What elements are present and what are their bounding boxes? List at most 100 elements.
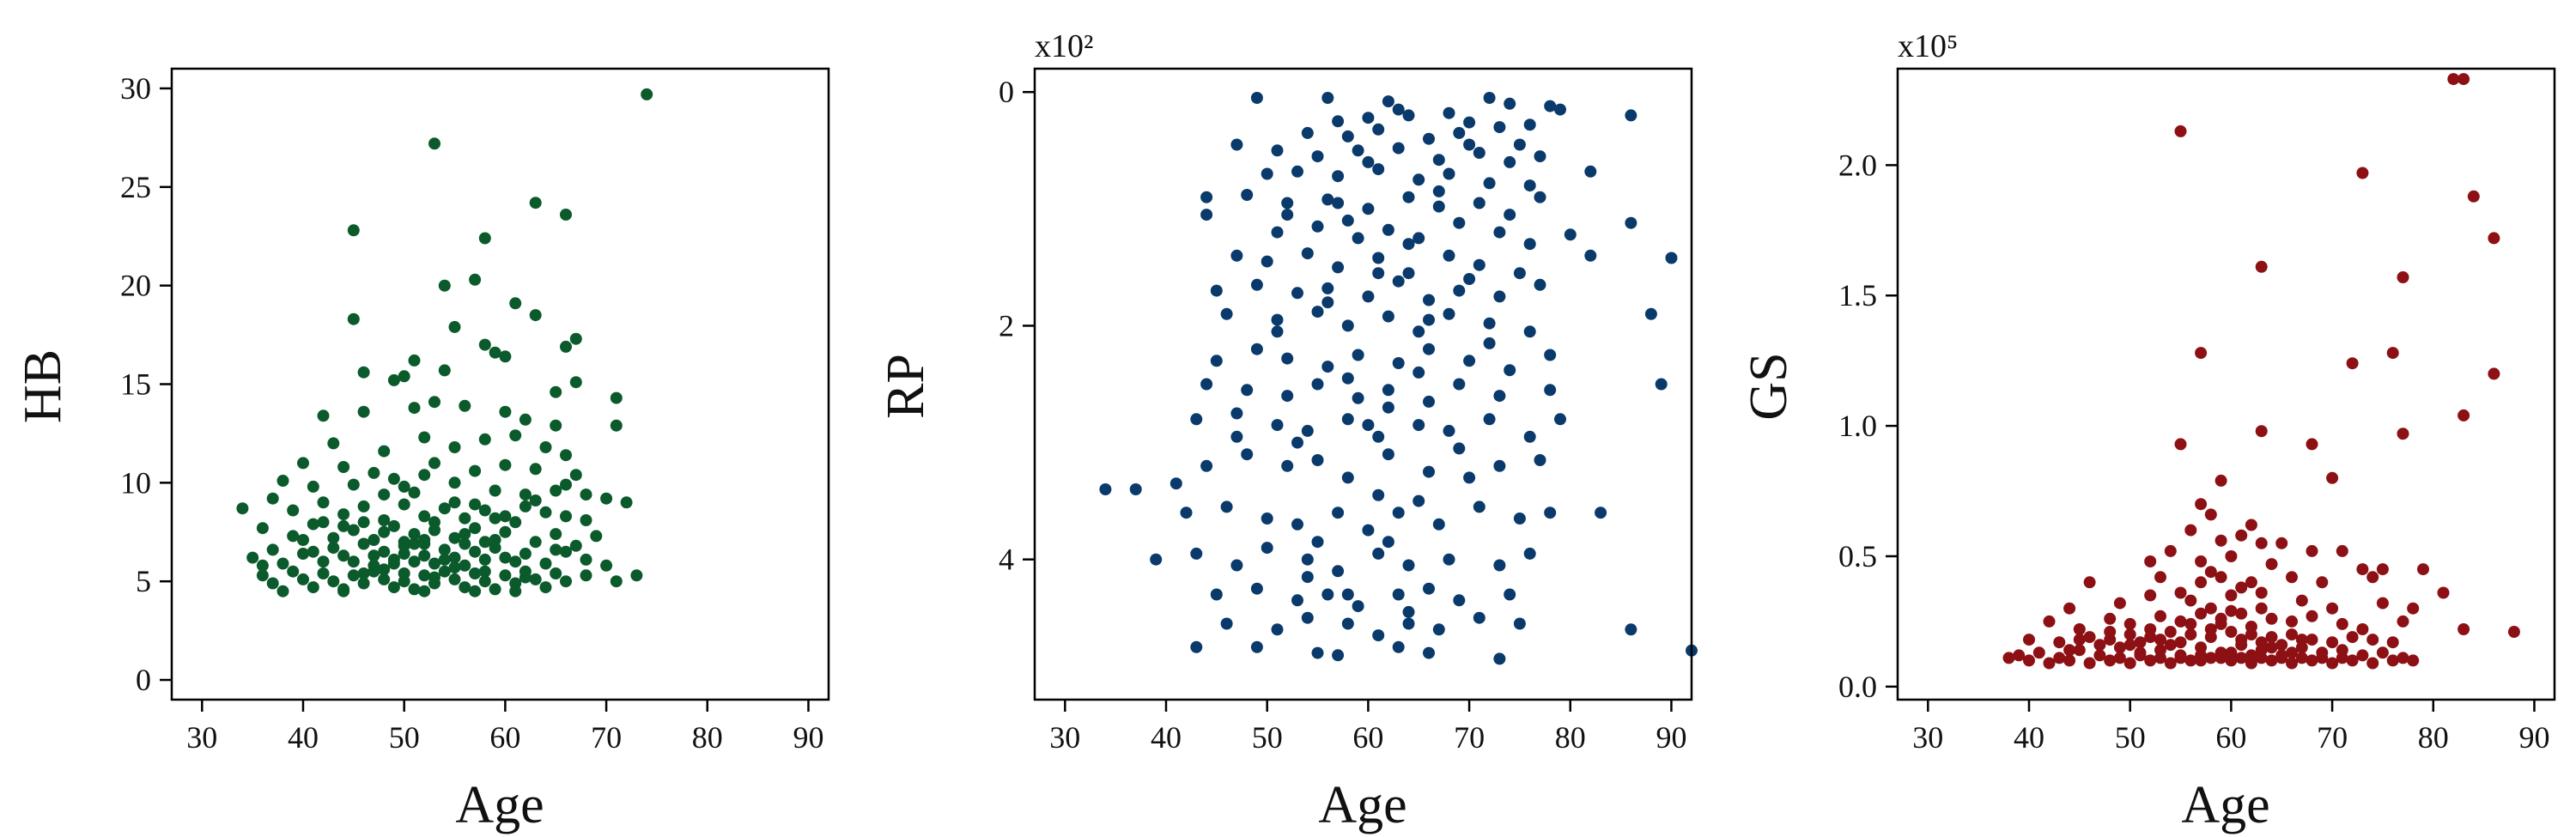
- data-point: [459, 559, 471, 572]
- data-point: [307, 545, 319, 558]
- data-point: [509, 516, 522, 529]
- data-point: [2174, 652, 2187, 664]
- data-point: [1443, 106, 1455, 119]
- data-point: [1210, 355, 1223, 367]
- data-point: [2397, 428, 2409, 440]
- data-point: [2488, 232, 2500, 245]
- data-point: [368, 534, 380, 546]
- data-point: [297, 534, 309, 546]
- data-point: [1362, 419, 1375, 432]
- data-point: [448, 441, 461, 453]
- data-point: [2225, 646, 2238, 659]
- data-point: [1513, 617, 1526, 630]
- data-point: [428, 516, 440, 529]
- data-point: [2174, 636, 2187, 649]
- data-point: [317, 516, 330, 529]
- data-point: [550, 528, 562, 541]
- data-point: [569, 469, 582, 482]
- data-point: [448, 476, 461, 489]
- data-point: [2184, 594, 2197, 607]
- y-axis-title: HB: [14, 349, 72, 423]
- data-point: [2326, 636, 2339, 649]
- data-point: [2336, 652, 2348, 664]
- data-point: [2195, 654, 2208, 667]
- data-point: [347, 569, 360, 582]
- data-point: [1321, 92, 1334, 104]
- data-point: [2245, 576, 2257, 589]
- data-point: [387, 519, 400, 532]
- data-point: [327, 575, 340, 588]
- data-point: [1341, 372, 1354, 385]
- data-point: [1352, 232, 1364, 245]
- x-tick-label: 80: [692, 720, 723, 755]
- data-point: [1321, 361, 1334, 373]
- data-point: [408, 402, 421, 415]
- data-point: [2195, 347, 2208, 360]
- data-point: [1413, 173, 1425, 186]
- data-point: [1392, 588, 1405, 601]
- data-point: [1564, 228, 1577, 241]
- x-tick-label: 70: [591, 720, 622, 755]
- data-point: [2083, 631, 2096, 644]
- data-point: [2093, 639, 2106, 652]
- data-point: [489, 484, 501, 497]
- data-point: [428, 557, 440, 570]
- data-point: [1321, 193, 1334, 206]
- data-point: [2123, 617, 2136, 630]
- data-point: [2235, 529, 2248, 542]
- data-point: [1301, 126, 1314, 139]
- data-point: [357, 537, 370, 550]
- data-point: [478, 536, 491, 549]
- data-point: [368, 466, 380, 479]
- data-point: [1291, 518, 1303, 531]
- y-tick-label: 0: [999, 75, 1014, 109]
- data-point: [1291, 436, 1303, 449]
- data-point: [2255, 260, 2268, 273]
- data-point: [2255, 425, 2268, 438]
- data-point: [2326, 602, 2339, 615]
- data-point: [2204, 631, 2217, 644]
- data-point: [1250, 582, 1263, 595]
- data-point: [2002, 652, 2015, 664]
- x-tick-label: 30: [1912, 720, 1943, 755]
- data-point: [1544, 349, 1557, 361]
- data-point: [2053, 636, 2066, 649]
- data-point: [1392, 357, 1405, 369]
- scatter-panel-rp: x10² RP Age 30 40 50 60 70 80 90 0 2 4: [877, 28, 1698, 834]
- data-point: [560, 209, 572, 221]
- data-point: [398, 548, 410, 560]
- data-point: [2306, 544, 2318, 557]
- data-point: [1332, 506, 1345, 519]
- data-point: [2204, 566, 2217, 579]
- y-axis-title: RP: [877, 354, 935, 419]
- data-point: [1423, 343, 1435, 355]
- data-point: [246, 551, 259, 564]
- data-point: [357, 516, 370, 529]
- data-point: [2123, 628, 2136, 641]
- data-point: [600, 492, 613, 505]
- data-point: [580, 488, 592, 501]
- data-point: [489, 542, 501, 555]
- data-point: [1625, 216, 1637, 229]
- data-point: [2458, 73, 2470, 86]
- data-point: [1504, 209, 1516, 221]
- data-point: [287, 565, 300, 578]
- data-point: [2397, 615, 2409, 628]
- data-point: [1413, 232, 1425, 245]
- data-point: [1473, 258, 1485, 271]
- data-point: [317, 555, 330, 568]
- data-point: [1402, 617, 1415, 630]
- data-point: [2174, 124, 2187, 137]
- data-point: [327, 531, 340, 544]
- data-point: [1332, 261, 1345, 274]
- data-point: [1423, 132, 1435, 145]
- data-point: [2023, 634, 2035, 646]
- data-point: [2113, 652, 2126, 664]
- data-point: [418, 534, 431, 546]
- data-point: [459, 399, 471, 412]
- data-point: [2164, 657, 2177, 670]
- data-point: [2204, 508, 2217, 521]
- data-point: [1483, 413, 1496, 426]
- data-point: [297, 457, 309, 470]
- data-point: [1332, 565, 1345, 578]
